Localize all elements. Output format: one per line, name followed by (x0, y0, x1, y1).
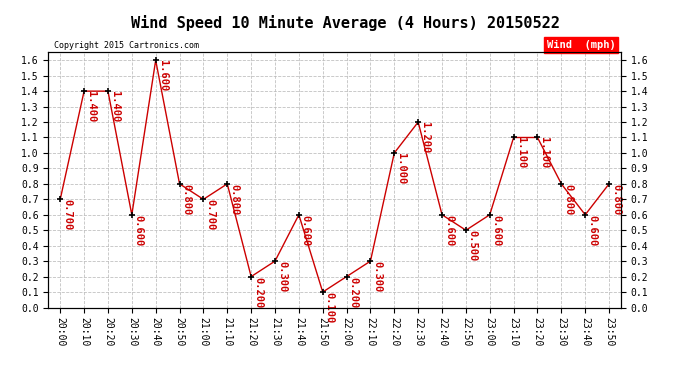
Text: 0.600: 0.600 (492, 215, 502, 246)
Text: 0.600: 0.600 (134, 215, 144, 246)
Text: 1.400: 1.400 (110, 91, 120, 122)
Text: 1.400: 1.400 (86, 91, 96, 122)
Text: 0.800: 0.800 (563, 184, 573, 215)
Text: 0.800: 0.800 (181, 184, 192, 215)
Text: 0.600: 0.600 (301, 215, 310, 246)
Text: Wind Speed 10 Minute Average (4 Hours) 20150522: Wind Speed 10 Minute Average (4 Hours) 2… (130, 15, 560, 31)
Text: 1.000: 1.000 (396, 153, 406, 184)
Text: 0.600: 0.600 (444, 215, 454, 246)
Text: 0.300: 0.300 (277, 261, 287, 292)
Text: Wind  (mph): Wind (mph) (546, 40, 615, 50)
Text: 1.100: 1.100 (515, 138, 526, 169)
Text: 0.700: 0.700 (206, 200, 215, 231)
Text: 0.600: 0.600 (587, 215, 597, 246)
Text: 1.600: 1.600 (157, 60, 168, 92)
Text: 0.800: 0.800 (229, 184, 239, 215)
Text: 0.300: 0.300 (373, 261, 382, 292)
Text: 0.700: 0.700 (62, 200, 72, 231)
Text: 1.100: 1.100 (540, 138, 549, 169)
Text: 0.500: 0.500 (468, 230, 478, 261)
Text: 1.200: 1.200 (420, 122, 430, 153)
Text: Copyright 2015 Cartronics.com: Copyright 2015 Cartronics.com (54, 41, 199, 50)
Text: 0.200: 0.200 (253, 277, 263, 308)
Text: 0.200: 0.200 (348, 277, 359, 308)
Text: 0.100: 0.100 (325, 292, 335, 323)
Text: 0.800: 0.800 (611, 184, 621, 215)
